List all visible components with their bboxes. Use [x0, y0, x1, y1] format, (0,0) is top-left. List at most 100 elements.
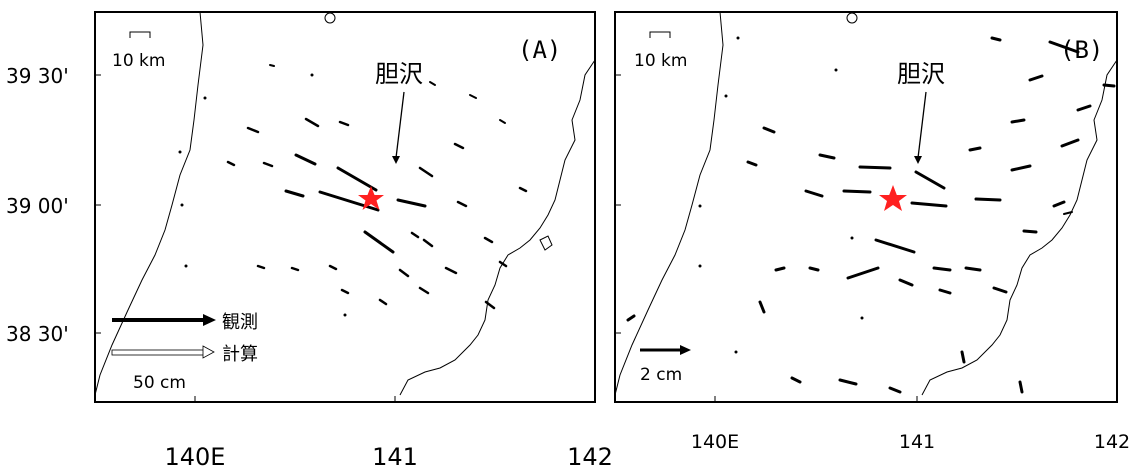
vector — [444, 266, 458, 275]
panel-b-east-coastline — [921, 59, 1118, 396]
vector — [1048, 40, 1080, 54]
vector — [1010, 164, 1032, 172]
panel-b-leader-arrowhead — [914, 156, 922, 164]
panel-b: 10 km (B) 胆沢 — [614, 11, 1118, 403]
vector — [850, 236, 854, 240]
panel-a-leader-arrowhead — [392, 156, 400, 164]
vector — [774, 266, 786, 272]
vector — [746, 160, 758, 167]
vector — [246, 126, 260, 134]
vector — [396, 198, 427, 208]
x-tick-label-b: 140E — [691, 431, 739, 453]
vector — [453, 142, 465, 150]
vector — [874, 238, 916, 254]
vector — [1018, 380, 1024, 394]
panel-b-west-coastline — [614, 11, 724, 396]
x-tick-label-b: 142 — [1094, 431, 1130, 453]
vector — [469, 94, 477, 99]
vector — [1010, 118, 1026, 124]
panel-a-scale-label: 10 km — [112, 51, 165, 71]
vector — [736, 36, 740, 40]
vector — [846, 266, 880, 280]
vector — [422, 238, 434, 248]
legend-vector-scale-label: 50 cm — [133, 373, 186, 393]
vector — [290, 266, 300, 272]
vector — [203, 96, 207, 100]
vector — [284, 189, 305, 198]
vector — [758, 300, 766, 314]
panel-b-leader-line — [917, 91, 927, 159]
vector — [898, 278, 914, 287]
vector — [226, 160, 236, 167]
panel-b-epicenter-star — [879, 185, 907, 211]
panel-b-scale-bar — [649, 31, 671, 38]
panel-a-leader-line — [395, 91, 405, 159]
vector — [318, 190, 380, 212]
panel-b-label: (B) — [1060, 36, 1103, 64]
legend-computed-label: 計算 — [222, 344, 258, 365]
vector — [860, 316, 864, 320]
vector — [1102, 83, 1116, 88]
vector — [343, 313, 347, 317]
panel-a-epicenter-star — [358, 186, 384, 210]
vector — [418, 166, 434, 178]
vector — [968, 146, 982, 152]
vector — [336, 166, 378, 192]
vector — [328, 264, 338, 271]
vector — [310, 73, 314, 77]
vector — [363, 230, 395, 254]
panel-a-east-coastline — [399, 59, 596, 396]
vector — [498, 260, 508, 268]
vector — [1063, 211, 1073, 215]
vector — [938, 288, 952, 295]
panel-a-frame — [94, 11, 596, 403]
y-tick-label: 38 30' — [6, 322, 69, 346]
vector — [398, 268, 410, 278]
vector — [842, 189, 872, 194]
vector — [808, 266, 820, 272]
vector — [888, 386, 902, 394]
vector — [914, 170, 946, 190]
y-tick-label: 39 30' — [6, 64, 69, 88]
vector — [804, 189, 824, 198]
vector — [910, 201, 948, 208]
legend-b-vector-arrowhead — [680, 345, 691, 355]
legend-b-vector-scale-label: 2 cm — [640, 365, 682, 385]
vector — [340, 288, 350, 295]
legend-observed-arrowhead — [203, 314, 216, 326]
vector — [378, 298, 388, 306]
vector — [698, 264, 702, 268]
panel-a-island — [539, 235, 553, 251]
vector — [1028, 74, 1044, 82]
vector — [178, 150, 182, 154]
vector — [184, 264, 188, 268]
panel-b-frame — [614, 11, 1118, 403]
vector — [410, 231, 420, 239]
vector — [518, 186, 528, 193]
legend-computed-arrowhead — [202, 345, 215, 359]
legend-observed-label: 観測 — [222, 312, 258, 333]
axis-ticks — [95, 74, 918, 402]
vector — [256, 264, 266, 270]
vector — [499, 119, 506, 124]
vector — [483, 236, 494, 244]
vector — [338, 120, 350, 127]
vector — [762, 126, 776, 134]
vector — [858, 165, 892, 170]
vector — [974, 197, 1002, 202]
x-tick-label-b: 141 — [899, 431, 935, 453]
vector — [932, 266, 952, 272]
vector — [834, 68, 838, 72]
vector — [734, 350, 738, 354]
panel-a-label: (A) — [518, 36, 561, 64]
vector — [1052, 200, 1066, 208]
panel-a-west-coastline — [94, 11, 204, 396]
x-tick-label-a: 140E — [165, 443, 226, 471]
vector — [790, 376, 802, 384]
vector — [698, 204, 702, 208]
vector — [484, 300, 496, 310]
panel-a-scale-bar — [129, 31, 151, 38]
vector — [626, 314, 636, 322]
vector — [294, 153, 317, 166]
